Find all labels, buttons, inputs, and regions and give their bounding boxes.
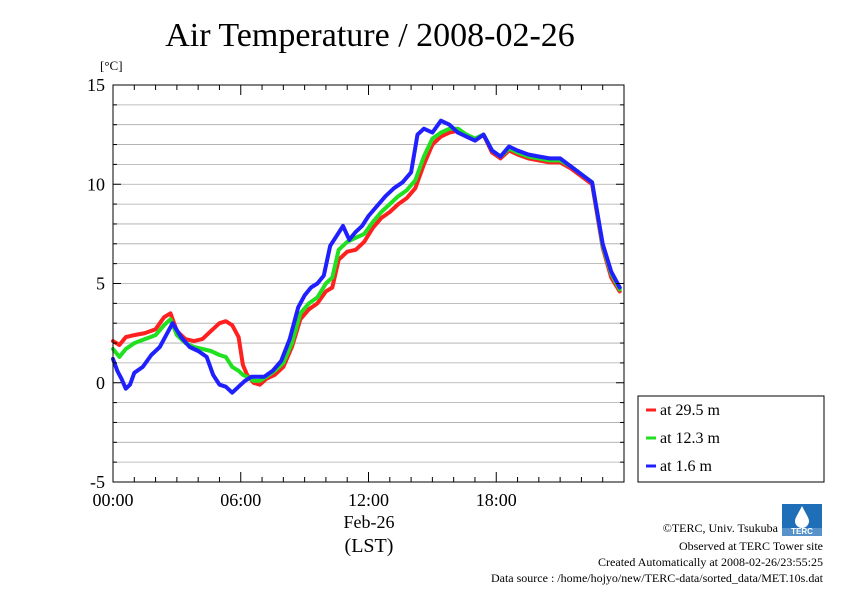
- created-text: Created Automatically at 2008-02-26/23:5…: [598, 555, 823, 569]
- x-tick-label: 06:00: [220, 490, 261, 510]
- logo-band: [782, 528, 822, 536]
- legend-frame: [637, 395, 825, 483]
- y-tick-label: -5: [90, 472, 105, 492]
- y-tick-label: 10: [87, 174, 105, 194]
- y-axis: 15 10 5 0 -5: [87, 75, 624, 492]
- legend: at 29.5 m at 12.3 m at 1.6 m: [637, 395, 825, 483]
- legend-label: at 29.5 m: [660, 402, 721, 419]
- chart-title: Air Temperature / 2008-02-26: [165, 17, 575, 54]
- data-source-text: Data source : /home/hojyo/new/TERC-data/…: [491, 571, 824, 585]
- x-axis-date-label: Feb-26: [344, 512, 395, 532]
- x-tick-label: 12:00: [348, 490, 389, 510]
- x-tick-label: 18:00: [476, 490, 517, 510]
- y-tick-label: 15: [87, 75, 105, 95]
- y-axis-unit: [°C]: [100, 58, 123, 73]
- x-axis-label: (LST): [345, 535, 394, 557]
- copyright-text: ©TERC, Univ. Tsukuba: [663, 521, 779, 535]
- x-axis: 00:00 06:00 12:00 18:00: [92, 85, 625, 510]
- legend-label: at 1.6 m: [660, 458, 713, 475]
- terc-logo: TERC: [782, 504, 822, 536]
- legend-label: at 12.3 m: [660, 430, 721, 447]
- y-tick-label: 0: [96, 373, 105, 393]
- observed-text: Observed at TERC Tower site: [679, 539, 823, 553]
- series-line-3: [111, 118, 622, 395]
- water-drop-icon: [795, 506, 809, 528]
- logo-text: TERC: [791, 527, 813, 536]
- series-lines: [111, 118, 622, 395]
- grid: [113, 104, 624, 463]
- y-tick-label: 5: [96, 274, 105, 294]
- x-tick-label: 00:00: [92, 490, 133, 510]
